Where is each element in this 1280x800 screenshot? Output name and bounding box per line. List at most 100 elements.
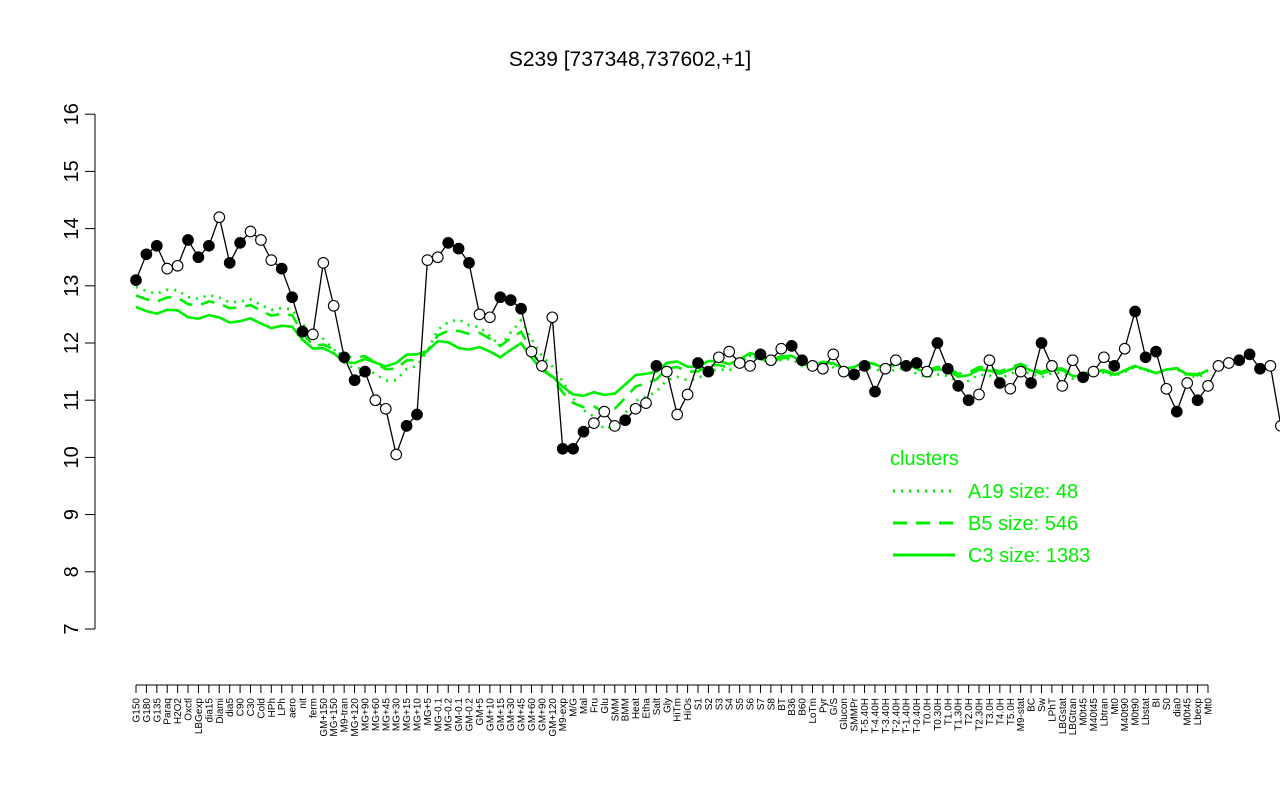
y-tick-label: 10	[61, 446, 83, 468]
data-point	[327, 299, 340, 312]
x-tick-label: T5.0H	[1006, 698, 1017, 725]
x-tick-label: Lbtran	[1099, 698, 1110, 726]
legend-label: A19 size: 48	[968, 481, 1078, 503]
x-tick-label: C90	[236, 698, 247, 717]
data-point	[681, 388, 694, 401]
x-tick-label: MG+5	[423, 698, 434, 726]
data-point	[442, 237, 455, 249]
x-tick-label: Paraq	[163, 698, 174, 725]
x-tick-label: Salt	[652, 698, 663, 715]
y-tick-label: 15	[61, 160, 83, 182]
x-tick-label: MG+10	[413, 698, 424, 732]
x-tick-label: Glu	[600, 698, 611, 714]
data-point	[619, 414, 632, 427]
data-point	[463, 257, 475, 269]
x-tick-label: GM+10	[485, 698, 496, 732]
x-tick-label: T2.30H	[975, 698, 986, 731]
x-tick-label: G/S	[829, 698, 840, 716]
x-tick-label: S3	[714, 698, 725, 711]
x-tick-label: Mt0	[1110, 698, 1121, 715]
data-point	[390, 448, 403, 461]
data-point	[275, 262, 288, 275]
data-point	[452, 242, 465, 255]
x-tick-label: T-1.40H	[902, 698, 913, 734]
x-tick-label: M0t45	[1079, 698, 1090, 726]
x-tick-label: C30	[246, 698, 257, 717]
data-point	[848, 368, 860, 381]
data-point	[203, 239, 215, 252]
x-tick-label: LBGstat	[1058, 698, 1069, 734]
x-tick-label: Diami	[215, 698, 226, 724]
x-tick-label: dia0	[1172, 698, 1183, 717]
data-point	[369, 394, 382, 407]
data-point	[702, 365, 715, 378]
x-tick-label: Pyr	[818, 697, 829, 713]
x-tick-label: GM+150	[319, 698, 330, 737]
data-point	[307, 328, 319, 341]
x-tick-label: S0	[1162, 698, 1173, 711]
x-tick-label: Sw	[1037, 697, 1048, 712]
x-tick-label: GM+60	[527, 698, 538, 732]
x-tick-label: Heat	[631, 698, 642, 719]
data-point	[234, 237, 246, 249]
x-tick-label: MG+60	[371, 698, 382, 732]
x-tick-label: T0.30H	[933, 698, 944, 731]
x-tick-label: S8	[766, 698, 777, 711]
x-tick-label: Gly	[662, 698, 673, 713]
data-point	[869, 385, 881, 398]
data-point	[161, 262, 174, 275]
x-tick-label: B60	[798, 698, 809, 716]
x-tick-label: Lbexp	[1193, 698, 1204, 726]
legend-label: B5 size: 546	[968, 513, 1078, 535]
x-tick-label: S2	[704, 698, 715, 711]
data-point	[255, 234, 267, 246]
y-tick-label: 9	[61, 509, 83, 520]
x-tick-label: T2.0H	[964, 698, 975, 725]
x-tick-label: G135	[152, 698, 163, 723]
x-tick-label: Fru	[589, 698, 600, 713]
data-point	[1170, 405, 1183, 418]
x-tick-label: Cold	[256, 698, 267, 719]
x-tick-label: aero	[288, 698, 299, 718]
data-point	[983, 354, 996, 367]
data-point	[536, 360, 548, 372]
x-tick-label: M40t45	[1089, 698, 1100, 732]
data-point	[338, 351, 351, 364]
x-tick-label: T-3.40H	[881, 698, 892, 734]
data-point	[744, 360, 756, 372]
data-point	[1087, 365, 1100, 378]
data-point	[1160, 382, 1173, 395]
data-point	[993, 377, 1006, 389]
data-point	[348, 374, 361, 387]
legend-label: C3 size: 1383	[968, 545, 1090, 567]
data-point	[192, 251, 205, 264]
data-point	[765, 354, 777, 367]
x-tick-label: T4.0H	[995, 698, 1006, 725]
data-point	[1056, 380, 1069, 392]
data-point	[296, 325, 309, 338]
data-point	[827, 348, 840, 361]
data-point	[400, 420, 413, 432]
data-point	[484, 311, 496, 324]
data-point	[1191, 394, 1204, 407]
x-tick-label: MG-0.1	[433, 698, 444, 732]
x-tick-label: GM-0.2	[465, 698, 476, 732]
x-tick-label: GM+90	[537, 698, 548, 732]
data-point	[817, 362, 829, 375]
y-tick-label: 14	[61, 217, 83, 239]
data-point	[941, 362, 954, 375]
data-point	[910, 357, 923, 369]
cluster-line-solid	[135, 305, 1209, 398]
data-point	[598, 405, 611, 418]
data-point	[473, 308, 486, 321]
data-point	[723, 345, 736, 358]
x-tick-label: LPhT	[1047, 698, 1058, 722]
x-tick-label: G150	[132, 698, 143, 723]
y-tick-label: 13	[61, 275, 83, 297]
data-point	[588, 417, 600, 429]
data-point	[952, 380, 965, 392]
data-point	[1264, 360, 1277, 372]
x-tick-label: GM+45	[517, 698, 528, 732]
data-point	[671, 408, 684, 421]
